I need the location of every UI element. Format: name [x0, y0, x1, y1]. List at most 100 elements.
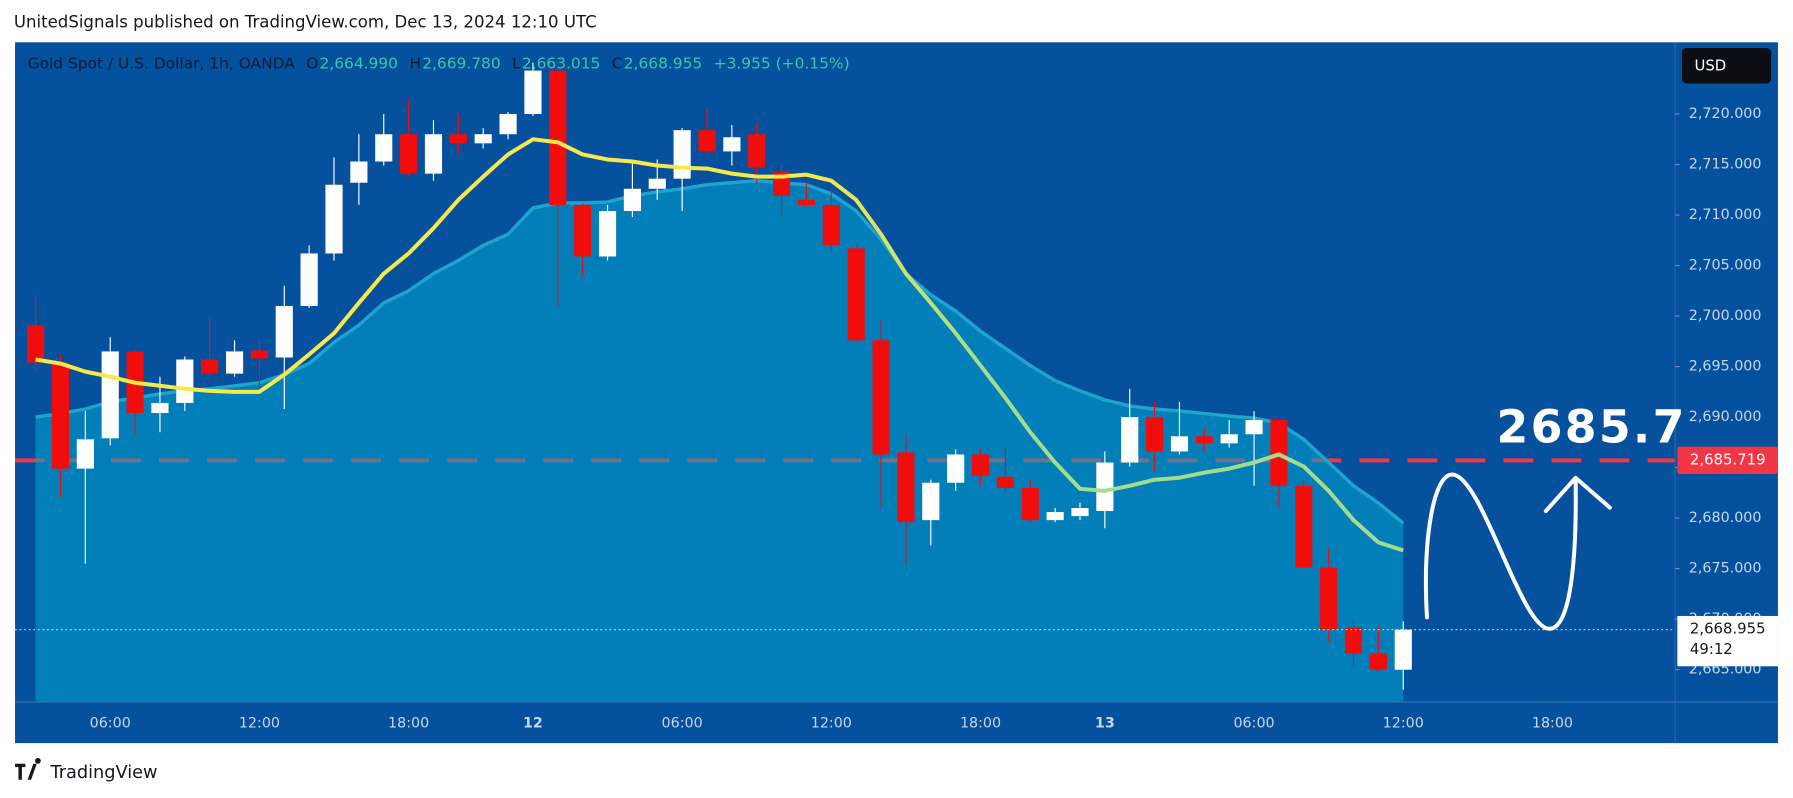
candle-body — [1046, 512, 1064, 521]
candle-body — [723, 137, 741, 152]
currency-badge[interactable] — [1681, 48, 1772, 84]
candle-body — [176, 359, 194, 403]
candle-body — [350, 161, 368, 183]
candle-body — [325, 184, 343, 254]
price-line-badge — [1677, 446, 1778, 475]
candle-body — [225, 351, 244, 374]
candle-body — [474, 134, 492, 144]
candle-body — [1369, 653, 1387, 670]
candle-body — [375, 134, 393, 162]
legend-key: O — [306, 55, 318, 73]
legend-value: 2,668.955 — [624, 55, 703, 73]
candle-body — [51, 362, 70, 469]
y-tick-label: 2,695.000 — [1689, 359, 1762, 375]
publisher-line: UnitedSignals published on TradingView.c… — [14, 12, 597, 31]
candle-body — [1344, 627, 1363, 654]
x-tick-label: 12:00 — [1383, 716, 1424, 732]
candle-body — [400, 134, 418, 174]
legend-change: +3.955 (+0.15%) — [714, 55, 850, 73]
x-tick-label: 13 — [1095, 716, 1115, 732]
candle-body — [1295, 485, 1313, 568]
legend-key: L — [512, 55, 521, 73]
legend-key: H — [409, 55, 421, 73]
candle-body — [1220, 434, 1238, 444]
legend-key: C — [612, 55, 623, 73]
y-tick-label: 2,675.000 — [1689, 561, 1762, 577]
x-tick-label: 06:00 — [90, 716, 131, 732]
candle-body — [499, 114, 517, 135]
candle-body — [1096, 462, 1114, 512]
y-tick-label: 2,720.000 — [1689, 106, 1762, 122]
candle-body — [151, 402, 169, 414]
brand-name: TradingView — [49, 763, 157, 783]
candle-body — [76, 439, 94, 469]
candle-body — [1170, 436, 1189, 452]
price-annotation: 2685.7 — [1497, 400, 1687, 453]
candle-body — [922, 482, 940, 521]
x-tick-label: 06:00 — [1233, 716, 1274, 732]
brand-logo — [15, 757, 41, 780]
last-price-badge — [1677, 615, 1778, 667]
price-line-label: 2,685.719 — [1690, 450, 1766, 468]
x-tick-label: 18:00 — [960, 716, 1001, 732]
candle-body — [574, 204, 592, 257]
axes: 2,665.0002,670.0002,675.0002,680.0002,68… — [90, 106, 1778, 732]
x-tick-label: 12:00 — [239, 716, 280, 732]
candle-body — [449, 134, 467, 144]
hand-drawn-arrow — [1423, 472, 1612, 631]
candle-body — [1394, 629, 1412, 670]
candle-body — [1245, 420, 1263, 435]
candle-body — [872, 340, 890, 455]
x-tick-label: 12 — [523, 716, 543, 732]
legend-value: 2,663.015 — [522, 55, 601, 73]
candle-body — [748, 134, 766, 168]
candle-body — [947, 454, 965, 483]
legend: Gold Spot / U.S. Dollar, 1h, OANDA O 2,664… — [28, 55, 850, 73]
currency-label[interactable]: USD — [1695, 56, 1727, 74]
candle-body — [698, 130, 716, 152]
candle-body — [673, 130, 691, 179]
candle-body — [250, 350, 268, 359]
y-tick-label: 2,715.000 — [1689, 157, 1762, 173]
candle-body — [1146, 417, 1164, 452]
x-tick-label: 18:00 — [1532, 716, 1573, 732]
candle-body — [1121, 417, 1139, 463]
x-tick-label: 12:00 — [811, 716, 852, 732]
candle-body — [971, 454, 990, 476]
candle-body — [275, 305, 293, 358]
candle-body — [648, 178, 666, 189]
indicator-area-line — [35, 178, 1405, 525]
candle-body — [27, 325, 45, 363]
indicator-line — [35, 137, 1404, 553]
candle-body — [623, 188, 641, 212]
plot-area — [15, 62, 1676, 702]
candle-body — [598, 211, 617, 257]
candle-body — [797, 199, 816, 205]
candle-body — [300, 253, 318, 306]
candle-body — [1021, 487, 1039, 521]
candle-body — [101, 351, 119, 439]
legend-title: Gold Spot / U.S. Dollar, 1h, OANDA — [28, 55, 296, 73]
indicator-area — [35, 180, 1404, 702]
countdown-label: 49:12 — [1690, 640, 1733, 658]
candle-body — [201, 359, 219, 374]
candle-body — [847, 248, 865, 341]
y-tick-label: 2,700.000 — [1689, 308, 1762, 324]
candle-body — [822, 204, 840, 246]
candle-body — [1320, 567, 1338, 630]
candle-body — [524, 70, 542, 115]
candle-body — [1195, 436, 1213, 444]
candle-body — [996, 476, 1014, 488]
candle-body — [549, 70, 567, 205]
candle-body — [897, 452, 915, 523]
candle-body — [424, 134, 443, 174]
candle-body — [1071, 508, 1089, 517]
legend-value: 2,669.780 — [422, 55, 501, 73]
x-tick-label: 06:00 — [662, 716, 703, 732]
y-tick-label: 2,680.000 — [1689, 510, 1762, 526]
last-price-label: 2,668.955 — [1690, 620, 1766, 638]
y-tick-label: 2,690.000 — [1689, 409, 1762, 425]
x-tick-label: 18:00 — [388, 716, 429, 732]
y-tick-label: 2,705.000 — [1689, 258, 1762, 274]
